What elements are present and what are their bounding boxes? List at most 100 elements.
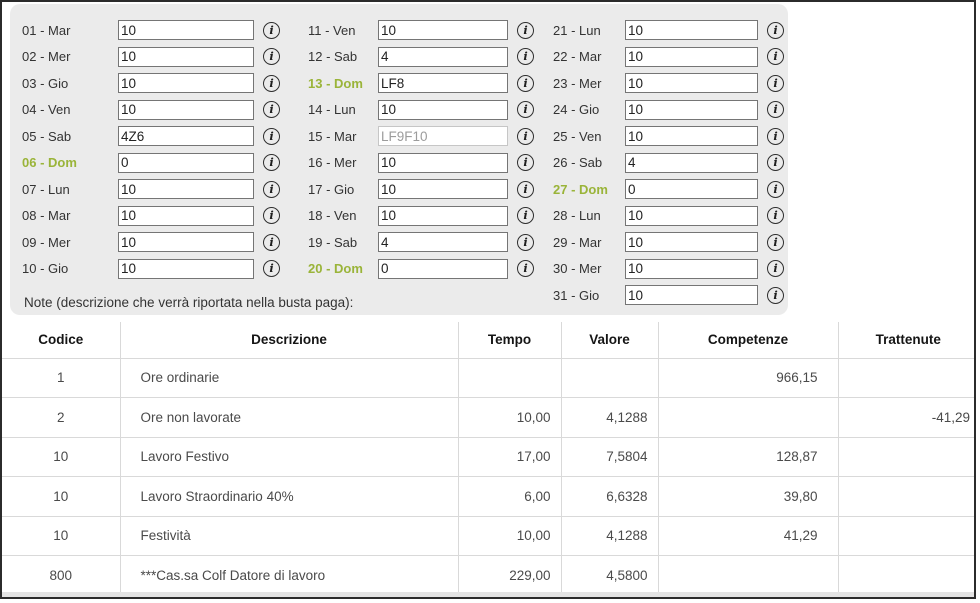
table-cell: Ore ordinarie <box>120 358 459 398</box>
day-hours-input[interactable] <box>378 20 508 41</box>
day-row: 08 - Mar i <box>22 203 280 230</box>
info-icon[interactable]: i <box>767 101 784 119</box>
info-icon[interactable]: i <box>263 260 280 278</box>
day-hours-input[interactable] <box>625 232 758 253</box>
info-icon[interactable]: i <box>767 286 784 304</box>
info-icon[interactable]: i <box>517 21 534 39</box>
day-row: 04 - Ven i <box>22 97 280 124</box>
info-icon[interactable]: i <box>517 101 534 119</box>
day-label: 30 - Mer <box>553 261 602 277</box>
day-label: 21 - Lun <box>553 22 601 38</box>
table-cell: 1 <box>2 358 121 398</box>
table-cell <box>838 555 974 596</box>
day-hours-input[interactable] <box>378 73 508 94</box>
table-cell: 17,00 <box>458 437 562 477</box>
info-icon[interactable]: i <box>517 154 534 172</box>
day-label: 10 - Gio <box>22 261 69 277</box>
info-icon[interactable]: i <box>517 207 534 225</box>
info-icon[interactable]: i <box>767 21 784 39</box>
table-cell: 4,1288 <box>561 516 659 556</box>
day-row: 29 - Mar i <box>553 229 784 256</box>
day-hours-input[interactable] <box>625 179 758 200</box>
info-icon[interactable]: i <box>767 127 784 145</box>
info-icon[interactable]: i <box>767 207 784 225</box>
table-cell: Festività <box>120 516 459 556</box>
day-hours-input[interactable] <box>378 205 508 226</box>
day-hours-input[interactable] <box>118 258 254 279</box>
table-row: 10 Festività 10,00 4,1288 41,29 <box>2 516 974 556</box>
info-icon[interactable]: i <box>517 127 534 145</box>
day-row: 01 - Mar i <box>22 17 280 44</box>
info-icon[interactable]: i <box>517 180 534 198</box>
day-hours-input[interactable] <box>118 46 254 67</box>
info-icon[interactable]: i <box>263 180 280 198</box>
day-hours-input[interactable] <box>625 152 758 173</box>
day-label: 11 - Ven <box>308 22 356 38</box>
day-row: 15 - Mar i <box>308 123 534 150</box>
table-cell <box>658 397 839 438</box>
day-row: 03 - Gio i <box>22 70 280 97</box>
day-label: 22 - Mar <box>553 49 602 65</box>
day-hours-input[interactable] <box>625 99 758 120</box>
info-icon[interactable]: i <box>263 154 280 172</box>
table-cell: 6,6328 <box>561 476 659 517</box>
day-hours-input[interactable] <box>378 46 508 67</box>
table-cell: 2 <box>2 397 121 438</box>
info-icon[interactable]: i <box>517 233 534 251</box>
info-icon[interactable]: i <box>263 101 280 119</box>
table-row: 10 Lavoro Straordinario 40% 6,00 6,6328 39,8… <box>2 476 974 517</box>
info-icon[interactable]: i <box>263 233 280 251</box>
info-icon[interactable]: i <box>767 260 784 278</box>
info-icon[interactable]: i <box>263 74 280 92</box>
day-hours-input[interactable] <box>118 232 254 253</box>
day-label: 07 - Lun <box>22 181 70 197</box>
horizontal-scrollbar-track[interactable] <box>2 592 974 597</box>
table-cell: 128,87 <box>658 437 839 477</box>
day-hours-input[interactable] <box>118 152 254 173</box>
day-label: 17 - Gio <box>308 181 355 197</box>
info-icon[interactable]: i <box>263 207 280 225</box>
day-hours-input[interactable] <box>378 152 508 173</box>
info-icon[interactable]: i <box>263 48 280 66</box>
table-cell: Lavoro Festivo <box>120 437 459 477</box>
info-icon[interactable]: i <box>263 127 280 145</box>
info-icon[interactable]: i <box>517 260 534 278</box>
table-cell <box>838 516 974 556</box>
day-hours-input[interactable] <box>625 285 758 306</box>
day-hours-input[interactable] <box>118 205 254 226</box>
day-label: 14 - Lun <box>308 102 356 118</box>
day-hours-input[interactable] <box>378 258 508 279</box>
day-hours-input[interactable] <box>625 205 758 226</box>
info-icon[interactable]: i <box>767 74 784 92</box>
day-hours-input[interactable] <box>378 179 508 200</box>
day-hours-input[interactable] <box>118 126 254 147</box>
table-cell: -41,29 <box>838 397 974 438</box>
day-hours-input[interactable] <box>625 46 758 67</box>
day-hours-input[interactable] <box>625 258 758 279</box>
day-label: 09 - Mer <box>22 234 71 250</box>
info-icon[interactable]: i <box>263 21 280 39</box>
info-icon[interactable]: i <box>767 154 784 172</box>
day-hours-input[interactable] <box>378 232 508 253</box>
table-cell: 39,80 <box>658 476 839 517</box>
info-icon[interactable]: i <box>517 48 534 66</box>
info-icon[interactable]: i <box>767 233 784 251</box>
day-hours-input[interactable] <box>378 99 508 120</box>
day-hours-input[interactable] <box>625 126 758 147</box>
table-cell: 10,00 <box>458 397 562 438</box>
day-hours-input[interactable] <box>625 73 758 94</box>
info-icon[interactable]: i <box>517 74 534 92</box>
day-row: 23 - Mer i <box>553 70 784 97</box>
day-hours-input[interactable] <box>118 99 254 120</box>
day-hours-input[interactable] <box>118 73 254 94</box>
day-hours-input[interactable] <box>118 20 254 41</box>
day-column-2: 11 - Veni12 - Sabi13 - Domi14 - Luni15 -… <box>308 17 534 309</box>
table-cell: ***Cas.sa Colf Datore di lavoro <box>120 555 459 596</box>
day-hours-input[interactable] <box>625 20 758 41</box>
day-hours-input[interactable] <box>118 179 254 200</box>
info-icon[interactable]: i <box>767 180 784 198</box>
table-row: 2 Ore non lavorate 10,00 4,1288 -41,29 <box>2 397 974 438</box>
table-cell: 4,1288 <box>561 397 659 438</box>
info-icon[interactable]: i <box>767 48 784 66</box>
